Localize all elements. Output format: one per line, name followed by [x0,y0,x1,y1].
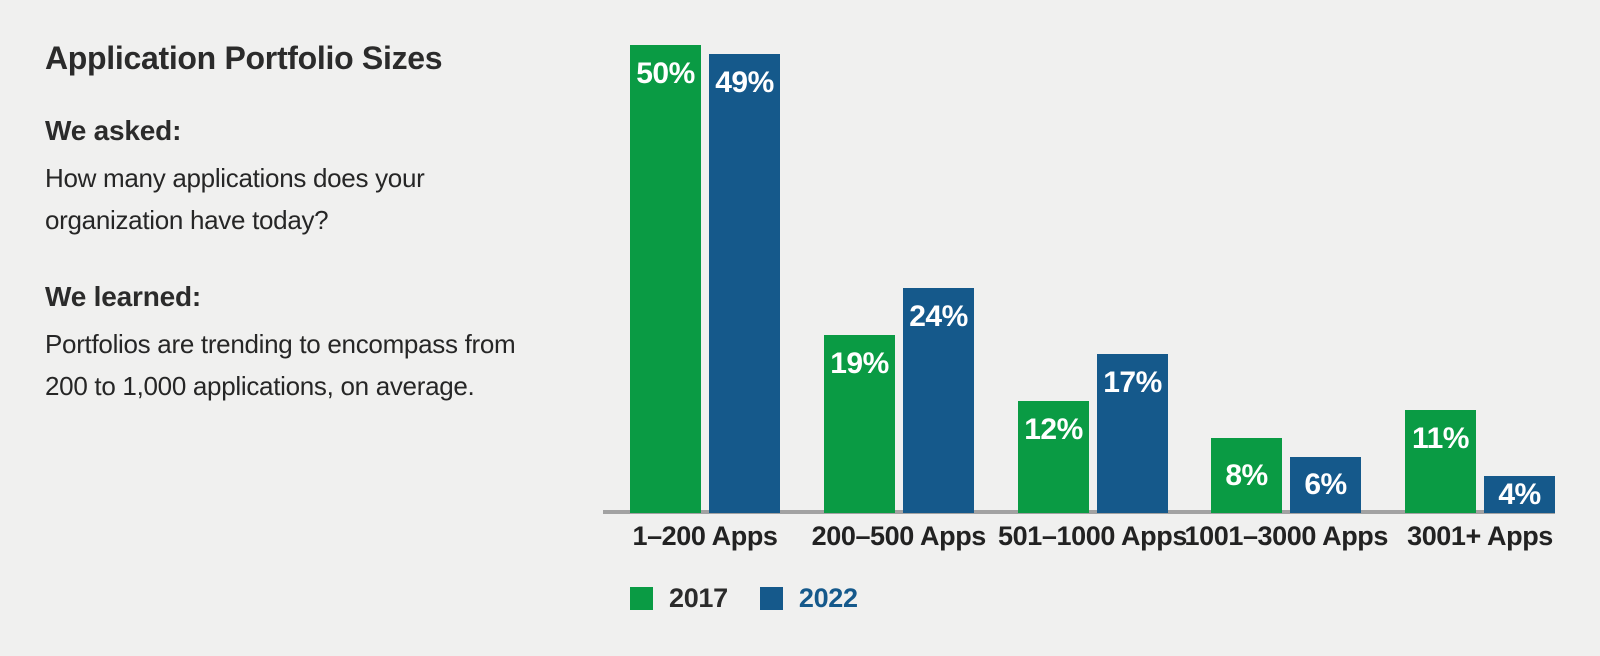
bar-value-label: 49% [715,66,774,99]
bar-value-label: 17% [1103,366,1162,399]
bar-2017-200-500-apps: 19% [824,335,895,513]
left-panel: Application Portfolio Sizes We asked: Ho… [45,40,565,447]
legend-swatch-2017 [630,587,653,610]
bar-value-label: 8% [1225,458,1268,492]
bar-2017-1001-3000-apps: 8% [1211,438,1282,513]
x-axis-label-200-500-apps: 200–500 Apps [811,521,987,551]
legend-item-2022: 2022 [759,583,858,614]
bar-2017-501-1000-apps: 12% [1018,401,1089,513]
bar-value-label: 11% [1412,422,1469,455]
we-learned-text: Portfolios are trending to encompass fro… [45,329,516,401]
bar-value-label: 24% [909,300,968,333]
legend: 2017 2022 [630,583,890,614]
bar-value-label: 50% [636,57,695,90]
plot-area: 50% 49% 1–200 Apps 19% 24% 200–500 Apps 12% 17%… [603,0,1555,551]
we-learned-heading: We learned: [45,281,201,312]
bar-value-label: 12% [1024,413,1083,446]
legend-item-2017: 2017 [630,583,728,614]
bar-value-label: 6% [1304,468,1347,501]
bar-value-label: 19% [830,347,889,380]
x-axis-label-3001-apps: 3001+ Apps [1407,521,1553,551]
legend-label-2017: 2017 [669,583,728,613]
bar-2017-1-200-apps: 50% [630,45,701,513]
legend-swatch-2022 [759,587,783,610]
bar-2022-200-500-apps: 24% [903,288,974,513]
x-axis-label-1001-3000-apps: 1001–3000 Apps [1184,521,1389,551]
x-axis-label-1-200-apps: 1–200 Apps [632,521,778,551]
page-title: Application Portfolio Sizes [45,40,443,76]
we-asked-text: How many applications does your organiza… [45,163,425,235]
legend-label-2022: 2022 [798,583,858,613]
we-asked-heading: We asked: [45,115,182,146]
bar-2022-1001-3000-apps: 6% [1290,457,1361,513]
bar-value-label: 4% [1498,477,1541,511]
bar-2022-501-1000-apps: 17% [1097,354,1168,513]
x-axis-label-501-1000-apps: 501–1000 Apps [998,521,1187,551]
bar-2022-3001-apps: 4% [1484,476,1555,513]
bar-2022-1-200-apps: 49% [709,54,780,513]
bar-2017-3001-apps: 11% [1405,410,1476,513]
